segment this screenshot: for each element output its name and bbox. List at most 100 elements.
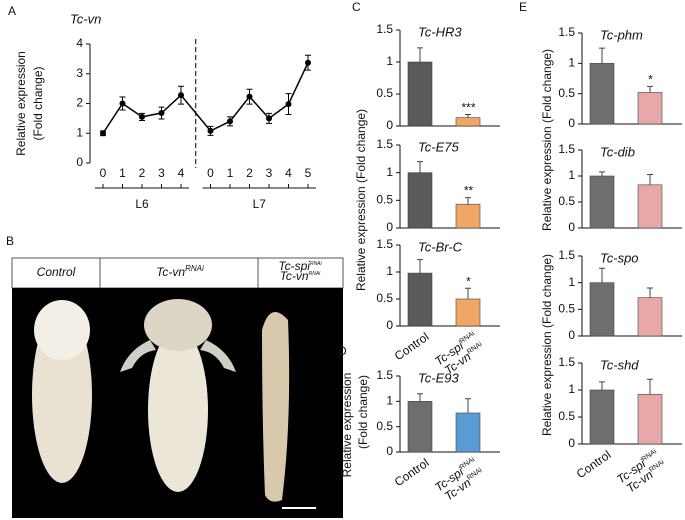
y-tick-label: 0.5	[376, 419, 393, 433]
y-tick-label: 1	[386, 394, 393, 408]
point	[139, 113, 145, 120]
y-tick-label: 0	[386, 118, 393, 132]
point	[207, 127, 214, 134]
y-tick-label: 0	[568, 116, 575, 130]
bar	[637, 92, 663, 125]
y-tick-label: 1.5	[376, 22, 393, 36]
bar	[589, 389, 615, 445]
group-label: L7	[253, 197, 267, 211]
bar	[407, 272, 433, 327]
y-axis-label: Relative expression (Fold change)	[540, 254, 554, 436]
y-tick-label: 1.5	[376, 237, 393, 251]
x-tick-label: 2	[139, 166, 146, 180]
superscript: RNAi	[466, 467, 484, 482]
y-tick-label: 1	[386, 54, 393, 68]
panel-label: A	[8, 4, 16, 18]
label-part: Tc-spi	[278, 259, 310, 273]
bar	[455, 412, 481, 453]
x-tick-label: 0	[207, 166, 214, 180]
y-tick-label: 0	[568, 328, 575, 342]
x-tick-label: Control	[574, 448, 614, 482]
bar	[407, 401, 433, 453]
y-tick-label: 3	[76, 66, 83, 80]
y-axis-label: (Fold change)	[31, 66, 45, 140]
error-bar	[599, 171, 605, 176]
point	[178, 92, 184, 99]
y-tick-label: 1	[386, 165, 393, 179]
y-tick-label: 1	[76, 125, 83, 139]
point	[246, 93, 253, 100]
y-tick-label: 0.5	[558, 409, 575, 423]
y-tick-label: 1.5	[376, 368, 393, 382]
superscript: RNAi	[185, 264, 204, 273]
chart-title: Tc-E75	[418, 139, 459, 154]
x-tick-label: 3	[266, 166, 273, 180]
bar	[455, 117, 481, 127]
error-bar	[465, 287, 471, 299]
y-tick-label: 0	[386, 220, 393, 234]
point	[266, 115, 272, 122]
error-bar	[599, 267, 605, 283]
y-axis-label: Relative expression	[14, 51, 28, 156]
chart-title: Tc-dib	[600, 144, 635, 159]
bar	[407, 172, 433, 229]
y-tick-label: 0.5	[558, 302, 575, 316]
y-tick-label: 1	[568, 382, 575, 396]
error-bar	[417, 47, 423, 62]
bar	[637, 394, 663, 445]
point	[227, 118, 233, 125]
y-tick-label: 0	[568, 436, 575, 450]
y-tick-label: 0.5	[376, 291, 393, 305]
chart-title: Tc-phm	[600, 27, 643, 42]
superscript: RNAi	[466, 341, 484, 356]
chart-title: Tc-vn	[70, 11, 101, 26]
point	[100, 130, 106, 137]
bar	[637, 184, 663, 229]
y-tick-label: 2	[76, 96, 83, 110]
error-bar	[647, 287, 653, 298]
y-tick-label: 0	[386, 318, 393, 332]
bar	[407, 61, 433, 127]
y-tick-label: 1	[386, 264, 393, 278]
significance: *	[648, 73, 653, 87]
photo-label: Control	[37, 265, 76, 279]
x-tick-label: 1	[119, 166, 126, 180]
y-tick-label: 0.5	[376, 86, 393, 100]
superscript: RNAi	[310, 261, 323, 267]
y-tick-label: 0	[386, 444, 393, 458]
y-tick-label: 4	[76, 36, 83, 50]
x-tick-label: 2	[246, 166, 253, 180]
chart-title: Tc-shd	[600, 357, 639, 372]
significance: **	[463, 184, 473, 198]
larva-control	[32, 300, 92, 483]
y-tick-label: 0	[76, 155, 83, 169]
label-part: Tc-vn	[280, 269, 309, 283]
error-bar	[647, 173, 653, 185]
y-tick-label: 0.5	[558, 194, 575, 208]
chart-title: Tc-spo	[600, 250, 639, 265]
y-tick-label: 1.5	[558, 142, 575, 156]
superscript: RNAi	[459, 456, 477, 471]
error-bar	[417, 393, 423, 402]
chart-title: Tc-Br-C	[418, 239, 463, 254]
error-bar	[417, 259, 423, 274]
point	[119, 100, 126, 107]
bar	[637, 297, 663, 337]
point	[305, 59, 311, 66]
error-bar	[465, 197, 471, 205]
x-tick-label: Control	[392, 456, 432, 490]
error-bar	[599, 47, 605, 64]
photo-label: Tc-spiRNAi Tc-vnRNAi	[278, 259, 322, 283]
superscript: RNAi	[641, 448, 659, 463]
bar	[589, 282, 615, 337]
chart-title: Tc-E93	[418, 370, 459, 385]
y-tick-label: 1	[568, 168, 575, 182]
error-bar	[599, 381, 605, 390]
x-tick-label: 5	[305, 166, 312, 180]
error-bar	[647, 378, 653, 395]
x-tick-label: 1	[227, 166, 234, 180]
error-bar	[647, 85, 653, 93]
x-tick-label: 4	[178, 166, 185, 180]
y-tick-label: 1.5	[376, 137, 393, 151]
